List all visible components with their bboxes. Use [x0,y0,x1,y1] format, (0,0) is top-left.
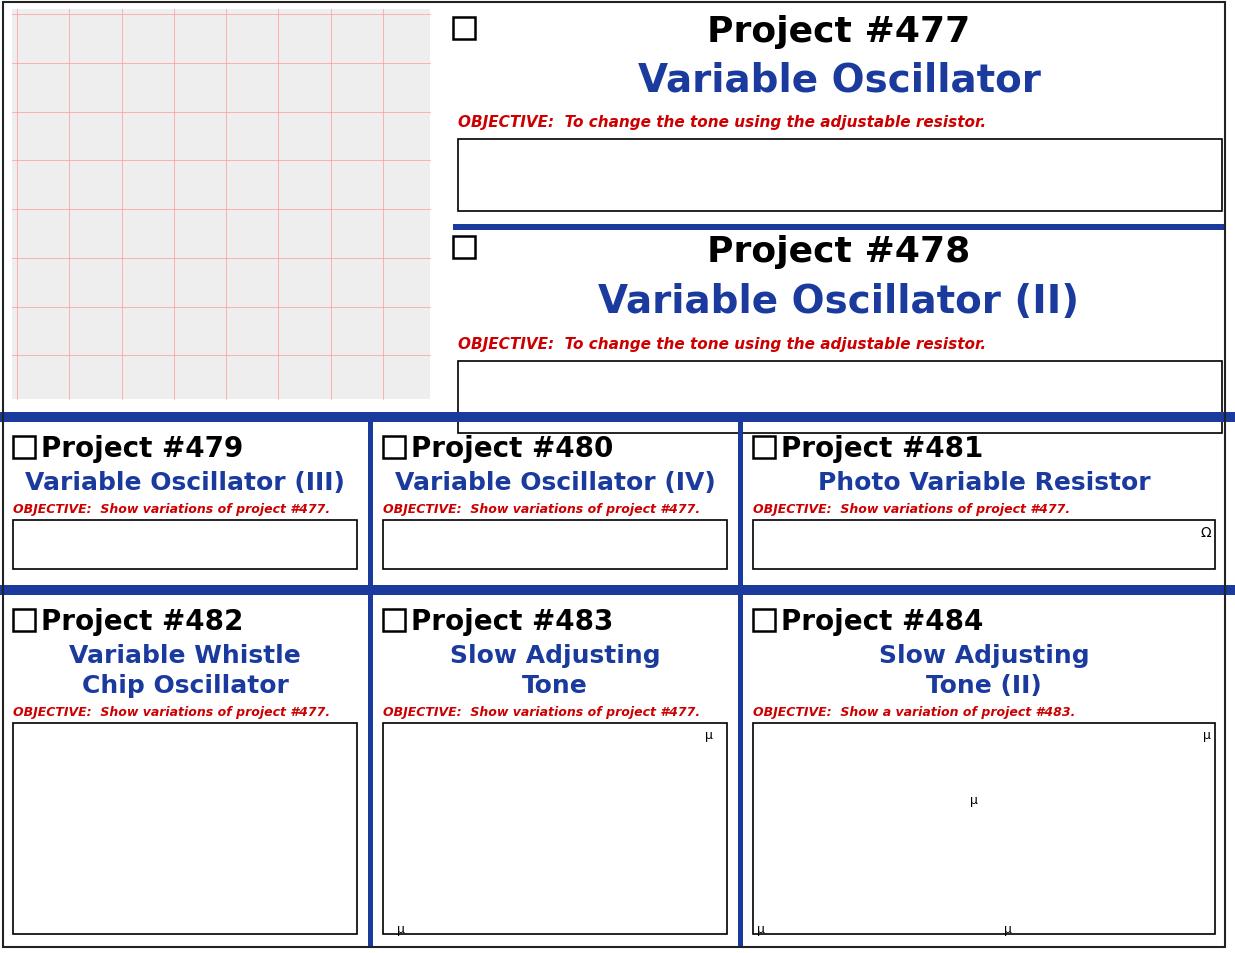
Text: Variable Oscillator (II): Variable Oscillator (II) [599,283,1079,320]
Bar [383,723,727,934]
Bar [739,415,743,947]
Text: OBJECTIVE:  Show a variation of project #483.: OBJECTIVE: Show a variation of project #… [753,705,1076,719]
Text: Project #478: Project #478 [708,234,971,269]
Bar [753,723,1215,934]
Text: μ: μ [969,794,978,806]
Text: μ: μ [757,923,764,935]
Text: μ: μ [705,728,713,741]
Bar [14,436,35,458]
Bar [383,520,727,569]
Bar [453,18,475,40]
Text: Variable Oscillator (IV): Variable Oscillator (IV) [395,471,715,495]
Text: Tone (II): Tone (II) [926,673,1042,698]
Text: OBJECTIVE:  Show variations of project #477.: OBJECTIVE: Show variations of project #4… [14,502,330,516]
Text: Tone: Tone [522,673,588,698]
Text: Chip Oscillator: Chip Oscillator [82,673,289,698]
Bar [0,413,1235,422]
Text: Project #480: Project #480 [411,435,614,462]
Text: OBJECTIVE:  Show variations of project #477.: OBJECTIVE: Show variations of project #4… [383,502,700,516]
Text: Project #479: Project #479 [41,435,243,462]
Bar [458,361,1221,434]
Bar [368,415,373,947]
Text: Slow Adjusting: Slow Adjusting [450,643,661,667]
Text: OBJECTIVE:  Show variations of project #477.: OBJECTIVE: Show variations of project #4… [383,705,700,719]
Text: Project #481: Project #481 [781,435,983,462]
Text: OBJECTIVE:  Show variations of project #477.: OBJECTIVE: Show variations of project #4… [14,705,330,719]
Bar [753,609,776,631]
Bar [453,225,1225,231]
Bar [14,723,357,934]
Bar [383,436,405,458]
Bar [14,609,35,631]
Text: OBJECTIVE:  To change the tone using the adjustable resistor.: OBJECTIVE: To change the tone using the … [458,115,986,130]
Text: μ: μ [1004,923,1011,935]
Text: Slow Adjusting: Slow Adjusting [878,643,1089,667]
Text: OBJECTIVE:  Show variations of project #477.: OBJECTIVE: Show variations of project #4… [753,502,1070,516]
Bar [453,236,475,258]
Text: Variable Oscillator (III): Variable Oscillator (III) [25,471,345,495]
Bar [753,520,1215,569]
Bar [14,520,357,569]
Bar [753,436,776,458]
Bar [383,609,405,631]
Text: Project #483: Project #483 [411,607,614,636]
Bar [12,10,430,399]
Bar [0,585,1235,596]
Text: OBJECTIVE:  To change the tone using the adjustable resistor.: OBJECTIVE: To change the tone using the … [458,336,986,352]
Text: Project #477: Project #477 [708,15,971,49]
Text: μ: μ [396,923,405,935]
Text: Ω: Ω [1200,525,1212,539]
Text: Photo Variable Resistor: Photo Variable Resistor [818,471,1150,495]
Text: Project #482: Project #482 [41,607,243,636]
Text: μ: μ [1203,728,1212,741]
Text: Variable Oscillator: Variable Oscillator [637,62,1040,100]
Text: Variable Whistle: Variable Whistle [69,643,301,667]
Text: Project #484: Project #484 [781,607,983,636]
Bar [458,140,1221,212]
